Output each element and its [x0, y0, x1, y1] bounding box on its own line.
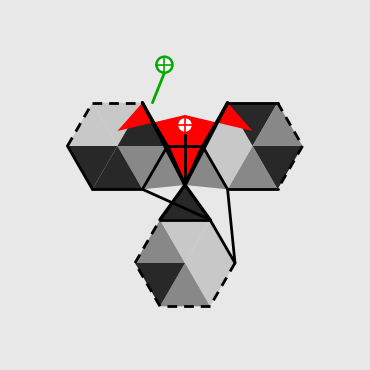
- Polygon shape: [117, 146, 168, 189]
- Polygon shape: [160, 185, 210, 220]
- Polygon shape: [228, 146, 278, 189]
- Polygon shape: [92, 146, 142, 189]
- Polygon shape: [228, 103, 278, 146]
- Polygon shape: [185, 220, 235, 263]
- Polygon shape: [67, 146, 117, 189]
- Polygon shape: [135, 263, 185, 306]
- Circle shape: [177, 117, 193, 133]
- Polygon shape: [185, 103, 228, 185]
- Polygon shape: [185, 263, 235, 306]
- Circle shape: [157, 57, 172, 73]
- Polygon shape: [92, 103, 142, 146]
- Polygon shape: [135, 220, 185, 263]
- Polygon shape: [117, 103, 168, 146]
- Polygon shape: [202, 103, 253, 146]
- Polygon shape: [185, 146, 228, 189]
- Polygon shape: [253, 146, 303, 189]
- Polygon shape: [142, 103, 185, 185]
- Polygon shape: [160, 263, 210, 306]
- Polygon shape: [67, 103, 117, 146]
- Polygon shape: [142, 146, 185, 189]
- Polygon shape: [202, 146, 253, 189]
- Polygon shape: [117, 103, 253, 185]
- Polygon shape: [160, 220, 210, 263]
- Polygon shape: [253, 103, 303, 146]
